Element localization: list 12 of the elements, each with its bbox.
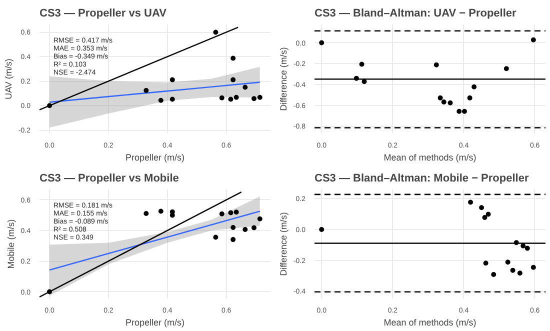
y-axis-title: Difference (m/s) (278, 212, 288, 276)
chart-title: CS3 — Propeller vs UAV (40, 8, 168, 20)
chart-title: CS3 — Bland–Altman: UAV − Propeller (314, 8, 518, 20)
x-axis-title: Propeller (m/s) (125, 318, 185, 328)
y-axis-title: Mobile (m/s) (6, 219, 16, 269)
x-axis-title: Mean of methods (m/s) (384, 318, 476, 328)
x-axis-title: Mean of methods (m/s) (384, 152, 476, 162)
x-axis-title: Propeller (m/s) (125, 152, 185, 162)
chart-title: CS3 — Bland–Altman: Mobile − Propeller (314, 172, 530, 184)
y-axis-title: Difference (m/s) (278, 47, 288, 111)
chart-title: CS3 — Propeller vs Mobile (40, 172, 179, 184)
y-axis-title: UAV (m/s) (3, 58, 14, 100)
